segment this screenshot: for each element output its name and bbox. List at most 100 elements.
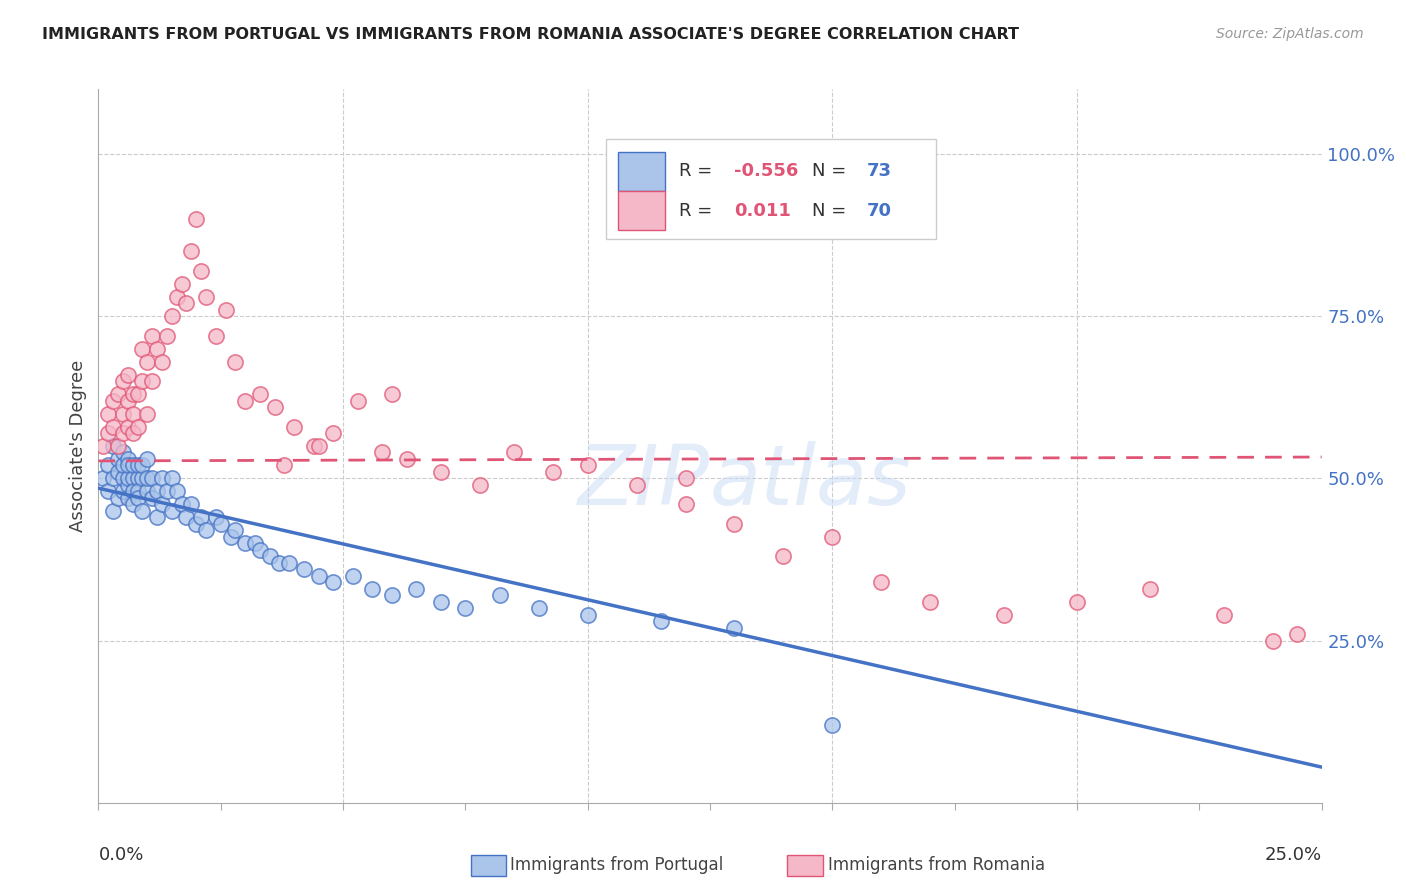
Point	[195, 290, 218, 304]
Point	[156, 328, 179, 343]
Point	[160, 504, 183, 518]
Text: 25.0%: 25.0%	[1264, 846, 1322, 863]
Point	[870, 575, 893, 590]
Point	[160, 471, 183, 485]
Point	[1212, 607, 1234, 622]
Point	[292, 562, 315, 576]
Point	[527, 601, 550, 615]
Point	[430, 465, 453, 479]
Point	[170, 497, 193, 511]
Point	[111, 458, 134, 473]
Point	[136, 471, 159, 485]
Point	[650, 614, 672, 628]
Point	[371, 445, 394, 459]
Point	[156, 484, 179, 499]
Point	[166, 290, 188, 304]
Text: N =: N =	[811, 162, 852, 180]
Point	[127, 458, 149, 473]
Point	[107, 387, 129, 401]
Point	[205, 510, 228, 524]
Point	[1286, 627, 1309, 641]
Point	[190, 510, 212, 524]
Point	[150, 471, 173, 485]
Point	[121, 497, 143, 511]
Point	[107, 439, 129, 453]
Point	[723, 621, 745, 635]
Point	[141, 471, 163, 485]
Text: ZIP: ZIP	[578, 442, 710, 522]
Point	[127, 491, 149, 505]
Point	[263, 400, 285, 414]
Point	[111, 484, 134, 499]
Point	[170, 277, 193, 291]
FancyBboxPatch shape	[606, 139, 936, 239]
Point	[117, 458, 139, 473]
Point	[269, 556, 291, 570]
Text: Source: ZipAtlas.com: Source: ZipAtlas.com	[1216, 27, 1364, 41]
Point	[430, 595, 453, 609]
Text: R =: R =	[679, 162, 718, 180]
Text: -0.556: -0.556	[734, 162, 799, 180]
Point	[224, 524, 246, 538]
Text: 0.011: 0.011	[734, 202, 792, 219]
Point	[186, 211, 208, 226]
Point	[361, 582, 384, 596]
Point	[675, 471, 697, 485]
Point	[141, 491, 163, 505]
Point	[488, 588, 510, 602]
Point	[454, 601, 477, 615]
Point	[993, 607, 1015, 622]
Point	[205, 328, 228, 343]
Point	[150, 497, 173, 511]
Point	[1261, 633, 1284, 648]
Point	[117, 419, 139, 434]
Point	[146, 484, 169, 499]
Point	[920, 595, 942, 609]
Point	[342, 568, 364, 582]
Point	[195, 524, 218, 538]
Point	[233, 393, 256, 408]
Point	[117, 491, 139, 505]
Point	[1139, 582, 1161, 596]
Point	[101, 471, 124, 485]
Point	[576, 607, 599, 622]
FancyBboxPatch shape	[619, 152, 665, 191]
Point	[302, 439, 325, 453]
Point	[214, 302, 236, 317]
Point	[308, 439, 330, 453]
Point	[381, 387, 404, 401]
Point	[176, 510, 198, 524]
Point	[273, 458, 295, 473]
Point	[180, 244, 202, 259]
Point	[136, 407, 159, 421]
Point	[141, 328, 163, 343]
Point	[1066, 595, 1088, 609]
Point	[136, 452, 159, 467]
Point	[723, 516, 745, 531]
Point	[111, 425, 134, 440]
Point	[111, 445, 134, 459]
Point	[127, 419, 149, 434]
Point	[278, 556, 301, 570]
Point	[117, 471, 139, 485]
Point	[101, 504, 124, 518]
Point	[166, 484, 188, 499]
Point	[160, 310, 183, 324]
Point	[91, 471, 114, 485]
Point	[131, 458, 153, 473]
Point	[117, 478, 139, 492]
Point	[543, 465, 565, 479]
Point	[176, 296, 198, 310]
Text: 73: 73	[866, 162, 891, 180]
Point	[107, 452, 129, 467]
Point	[97, 484, 120, 499]
Point	[121, 407, 143, 421]
Point	[243, 536, 266, 550]
Point	[821, 718, 844, 732]
Point	[127, 387, 149, 401]
Point	[283, 419, 305, 434]
Point	[468, 478, 491, 492]
Point	[249, 387, 271, 401]
Point	[117, 393, 139, 408]
Point	[101, 393, 124, 408]
